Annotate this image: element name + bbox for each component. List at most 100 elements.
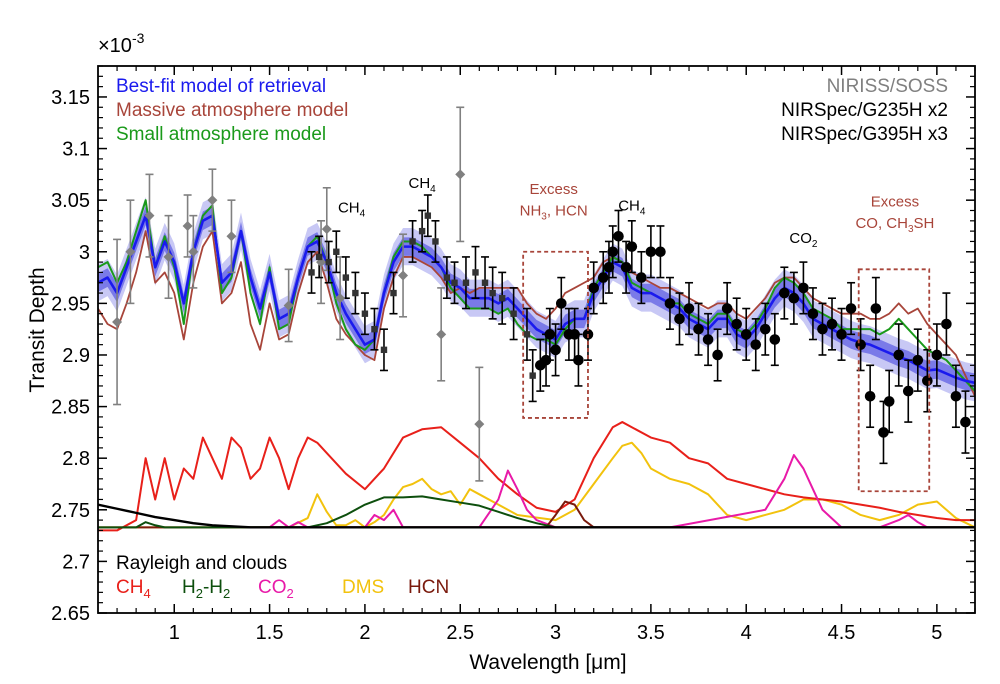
y-tick-label: 2.75 [51,500,90,522]
h2h2-line [98,495,975,529]
g235h-point [510,310,517,317]
y-tick-label: 2.85 [51,397,90,419]
contribution-legend-entry: DMS [342,577,384,598]
g235h-point [498,295,506,302]
y-tick-label: 3.15 [51,87,90,109]
molecule-annotation: CO2 [789,230,818,250]
g395h-point [769,334,781,345]
g395h-point [636,272,647,283]
g395h-point [702,334,714,345]
g235h-point [325,258,332,266]
excess-box [857,268,931,493]
niriss-point [335,293,346,304]
g395h-point [620,261,632,273]
y-tick-label: 2.65 [51,603,90,625]
data-markers [112,169,971,438]
g395h-point [664,298,676,309]
g235h-point [523,331,531,338]
g395h-point [731,318,742,330]
instrument-legend-entry: NIRISS/SOSS [827,76,948,97]
x-tick-label: 5 [931,622,942,644]
molecule-annotation: CH4 [618,197,646,217]
instrument-legend: NIRISS/SOSS NIRSpec/G235H x2 NIRSpec/G395H… [781,76,948,145]
niriss-point [283,300,294,311]
g395h-point [779,287,790,299]
g235h-point [409,238,416,245]
g395h-point [931,349,943,361]
g395h-point [807,308,819,319]
niriss-point [436,329,447,340]
g235h-point [443,274,451,281]
g395h-point [573,354,584,366]
niriss-point [163,251,174,262]
g395h-point [721,303,733,314]
g235h-point [361,310,369,317]
model-legend-entry: Best-fit model of retrieval [116,76,326,97]
contribution-legend: Rayleigh and clouds CH4 H2-H2 CO2 DMS HCN [116,553,449,601]
g235h-point [333,248,340,255]
niriss-point [398,270,409,281]
g395h-point [788,292,800,304]
g395h-point [864,390,876,402]
g235h-point [380,346,388,354]
contribution-legend-entry: CH4 [116,577,151,601]
contribution-legend-title: Rayleigh and clouds [116,553,287,574]
g235h-point [352,289,359,297]
molecule-annotations: CH4 CH4 CH4 CO2 [338,175,818,250]
model-legend-entry: Small atmosphere model [116,124,326,145]
contribution-lines [98,421,975,532]
x-tick-label: 3 [550,622,561,644]
g395h-point [893,349,905,361]
g395h-point [626,241,638,252]
axis-tick-labels: 1 1.5 2 2.5 3 3.5 4 4.5 5 2.65 2.7 2.75 2.8 2.85 2.9 2.… [51,87,942,644]
g395h-point [902,385,914,397]
g395h-point [693,323,704,335]
model-legend-entry: Massive atmosphere model [116,100,348,121]
g395h-point [759,323,771,335]
y-axis-title: Transit Depth [26,267,49,392]
y-tick-label: 3.1 [62,139,90,161]
excess-box [522,250,589,419]
g395h-point [950,390,962,402]
g395h-point [645,246,657,258]
g395h-point [712,349,723,361]
niriss-point [455,169,466,180]
axis-ticks [98,65,976,614]
excess-label-species: CO, CH3SH [855,215,934,235]
molecule-annotation: CH4 [338,200,366,220]
molecule-annotation: CH4 [408,175,436,195]
niriss-point [226,231,237,242]
contribution-legend-entry: HCN [408,577,449,598]
g235h-point [390,289,397,297]
y-axis-multiplier: ×10-3 [98,30,145,57]
excess-boxes: Excess NH3, HCN Excess CO, CH3SH [520,181,934,493]
g395h-point [941,318,952,330]
g235h-point [315,253,323,261]
g395h-point [674,313,685,325]
model-legend: Best-fit model of retrieval Massive atmos… [116,76,348,145]
rayleigh-line [98,503,975,529]
g235h-point [472,269,479,276]
y-tick-label: 2.9 [62,345,90,367]
g235h-point [451,279,458,286]
niriss-point [474,419,485,430]
g395h-point [540,354,552,366]
niriss-point [321,224,332,235]
niriss-point [112,316,123,327]
g395h-point [740,329,752,340]
excess-label-title: Excess [871,193,919,210]
g235h-point [529,372,536,379]
instrument-legend-entry: NIRSpec/G395H x3 [781,124,948,145]
massive-line [98,230,975,397]
g235h-point [489,289,496,297]
g395h-point [603,261,615,273]
excess-label-title: Excess [529,181,577,198]
g395h-point [855,339,866,350]
g395h-point [597,272,609,283]
g395h-point [912,354,924,366]
g235h-point [342,274,350,281]
niriss-point [182,220,193,231]
g395h-point [683,303,695,314]
y-tick-label: 3.05 [51,190,90,212]
